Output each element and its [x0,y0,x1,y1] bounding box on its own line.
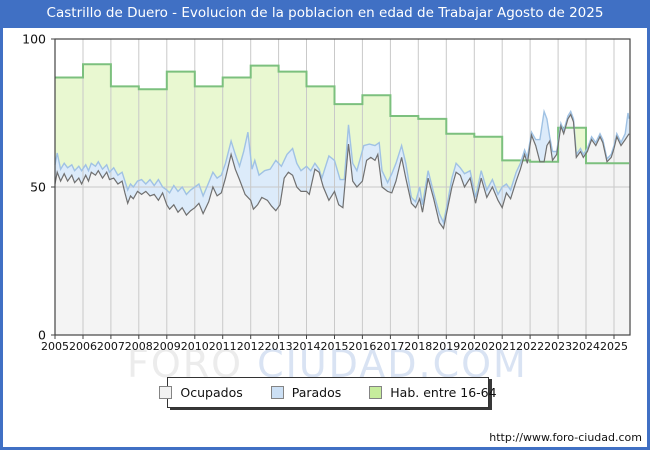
x-tick-label: 2008 [125,340,153,353]
legend-item-parados: Parados [270,385,342,400]
x-tick-label: 2010 [181,340,209,353]
ocupados-swatch-icon [159,386,173,399]
legend-label-ocupados: Ocupados [180,385,243,400]
x-tick-label: 2023 [544,340,572,353]
legend-label-parados: Parados [291,385,342,400]
x-tick-label: 2013 [265,340,293,353]
x-tick-label: 2015 [321,340,349,353]
x-tick-label: 2014 [293,340,321,353]
x-tick-label: 2025 [600,340,628,353]
x-tick-label: 2020 [460,340,488,353]
hab-16-64-line [55,63,629,165]
x-tick-label: 2009 [153,340,181,353]
y-tick-label: 0 [38,328,46,343]
x-tick-label: 2012 [237,340,265,353]
legend-item-ocupados: Ocupados [159,385,243,400]
x-tick-label: 2022 [516,340,544,353]
x-tick-label: 2024 [572,340,600,353]
x-tick-label: 2011 [209,340,237,353]
foro-ciudad-url: http://www.foro-ciudad.com [489,431,642,444]
parados-swatch-icon [270,386,284,399]
x-tick-label: 2019 [432,340,460,353]
x-tick-label: 2006 [69,340,97,353]
x-tick-label: 2005 [41,340,69,353]
x-tick-label: 2018 [404,340,432,353]
parados-line [54,108,630,225]
x-tick-label: 2021 [488,340,516,353]
page-title: Castrillo de Duero - Evolucion de la pob… [46,5,604,21]
ocupados-line [54,113,630,230]
y-tick-label: 100 [22,32,46,47]
x-tick-label: 2007 [97,340,125,353]
x-tick-label: 2016 [348,340,376,353]
hab-swatch-icon [369,386,383,399]
ocupados-area [55,114,630,335]
legend-item-hab: Hab. entre 16-64 [369,385,497,400]
chart-legend: Ocupados Parados Hab. entre 16-64 [159,377,497,408]
y-tick-label: 50 [30,180,46,195]
legend-label-hab: Hab. entre 16-64 [390,385,497,400]
x-tick-label: 2017 [376,340,404,353]
chart-title-bar: Castrillo de Duero - Evolucion de la pob… [0,0,650,28]
